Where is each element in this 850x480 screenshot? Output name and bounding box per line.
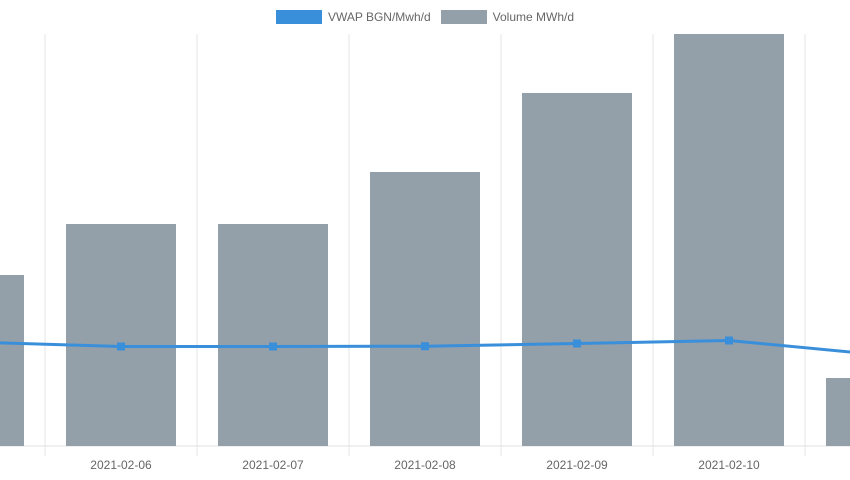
x-tick-label: 2021-02-10	[698, 458, 760, 472]
legend-item-volume[interactable]: Volume MWh/d	[440, 10, 575, 24]
x-tick-label: 2021-02-09	[546, 458, 608, 472]
legend-item-vwap[interactable]: VWAP BGN/Mwh/d	[275, 10, 431, 24]
volume-bar	[674, 34, 784, 446]
volume-bar	[522, 93, 632, 446]
x-tick-label: 2021-02-08	[394, 458, 456, 472]
volume-bar	[218, 224, 328, 446]
vwap-point	[269, 342, 277, 351]
legend-swatch-volume	[440, 10, 487, 24]
volume-bar	[826, 378, 850, 446]
legend-label-vwap: VWAP BGN/Mwh/d	[327, 10, 431, 24]
vwap-point	[573, 339, 581, 348]
x-tick-label: 2021-02-06	[90, 458, 152, 472]
vwap-point	[725, 336, 733, 345]
vwap-point	[117, 342, 125, 351]
legend-swatch-vwap	[275, 10, 322, 24]
volume-bar	[0, 275, 24, 446]
vwap-point	[421, 342, 429, 351]
volume-bar	[66, 224, 176, 446]
legend: VWAP BGN/Mwh/d Volume MWh/d	[0, 8, 850, 26]
x-tick-label: 2021-02-07	[242, 458, 304, 472]
legend-label-volume: Volume MWh/d	[492, 10, 575, 24]
volume-bar	[370, 172, 480, 446]
